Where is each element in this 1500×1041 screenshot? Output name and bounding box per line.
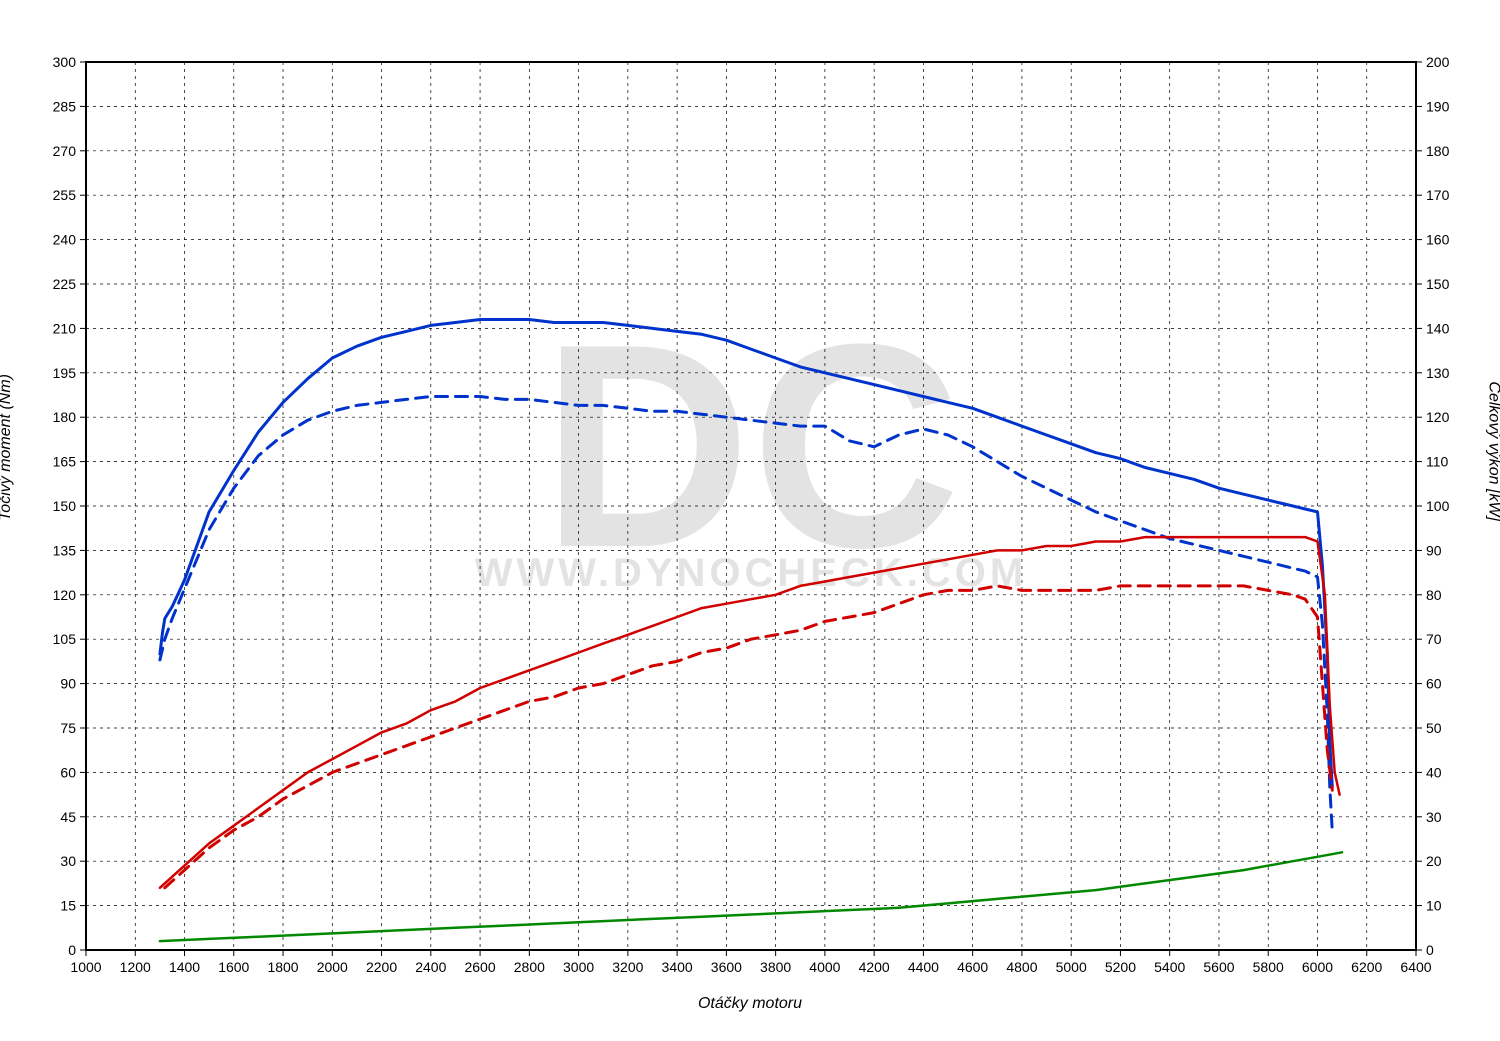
svg-text:120: 120 [53,587,77,603]
svg-text:75: 75 [60,720,76,736]
chart-plot-area: DCWWW.DYNOCHECK.COM100012001400160018002… [0,0,1500,1041]
svg-text:2400: 2400 [415,959,446,975]
svg-text:5400: 5400 [1154,959,1185,975]
svg-text:240: 240 [53,232,77,248]
svg-text:6200: 6200 [1351,959,1382,975]
svg-text:285: 285 [53,98,77,114]
svg-text:5800: 5800 [1253,959,1284,975]
svg-text:210: 210 [53,320,77,336]
svg-text:60: 60 [1426,676,1442,692]
svg-text:170: 170 [1426,187,1450,203]
svg-text:20: 20 [1426,853,1442,869]
svg-text:90: 90 [1426,542,1442,558]
svg-text:195: 195 [53,365,77,381]
svg-text:150: 150 [53,498,77,514]
x-axis-label: Otáčky motoru [0,995,1500,1013]
svg-text:1400: 1400 [169,959,200,975]
svg-text:0: 0 [68,942,76,958]
svg-text:3000: 3000 [563,959,594,975]
svg-text:140: 140 [1426,320,1450,336]
y-axis-right-label: Celkový výkon [kW] [1485,381,1500,521]
svg-text:180: 180 [53,409,77,425]
svg-text:4400: 4400 [908,959,939,975]
svg-text:135: 135 [53,542,77,558]
dyno-chart: Graf výkonu a točivého momentu DCWWW.DYN… [0,0,1500,1041]
svg-text:30: 30 [1426,809,1442,825]
svg-text:90: 90 [60,676,76,692]
svg-text:80: 80 [1426,587,1442,603]
svg-text:180: 180 [1426,143,1450,159]
svg-text:4800: 4800 [1006,959,1037,975]
svg-text:40: 40 [1426,764,1442,780]
svg-text:200: 200 [1426,54,1450,70]
svg-text:190: 190 [1426,98,1450,114]
svg-text:1800: 1800 [267,959,298,975]
svg-text:10: 10 [1426,898,1442,914]
svg-text:45: 45 [60,809,76,825]
svg-text:150: 150 [1426,276,1450,292]
watermark-url: WWW.DYNOCHECK.COM [475,551,1027,595]
svg-text:3800: 3800 [760,959,791,975]
svg-text:5000: 5000 [1056,959,1087,975]
svg-text:225: 225 [53,276,77,292]
svg-text:300: 300 [53,54,77,70]
svg-text:120: 120 [1426,409,1450,425]
svg-text:105: 105 [53,631,77,647]
svg-text:1000: 1000 [70,959,101,975]
svg-text:165: 165 [53,454,77,470]
svg-text:4600: 4600 [957,959,988,975]
svg-text:15: 15 [60,898,76,914]
svg-text:110: 110 [1426,454,1449,470]
svg-text:3600: 3600 [711,959,742,975]
svg-text:1200: 1200 [120,959,151,975]
svg-text:6000: 6000 [1302,959,1333,975]
svg-text:100: 100 [1426,498,1450,514]
y-axis-left-label: Točivý moment (Nm) [0,374,15,521]
svg-text:5200: 5200 [1105,959,1136,975]
svg-text:3400: 3400 [662,959,693,975]
svg-text:255: 255 [53,187,77,203]
svg-text:1600: 1600 [218,959,249,975]
svg-text:60: 60 [60,764,76,780]
svg-text:2000: 2000 [317,959,348,975]
svg-text:0: 0 [1426,942,1434,958]
svg-text:130: 130 [1426,365,1450,381]
svg-text:4200: 4200 [859,959,890,975]
svg-text:30: 30 [60,853,76,869]
svg-text:2800: 2800 [514,959,545,975]
svg-text:160: 160 [1426,232,1450,248]
svg-text:4000: 4000 [809,959,840,975]
svg-text:2600: 2600 [464,959,495,975]
svg-text:5600: 5600 [1203,959,1234,975]
svg-text:6400: 6400 [1400,959,1431,975]
svg-text:3200: 3200 [612,959,643,975]
svg-text:50: 50 [1426,720,1442,736]
svg-text:70: 70 [1426,631,1442,647]
svg-text:270: 270 [53,143,77,159]
svg-text:2200: 2200 [366,959,397,975]
